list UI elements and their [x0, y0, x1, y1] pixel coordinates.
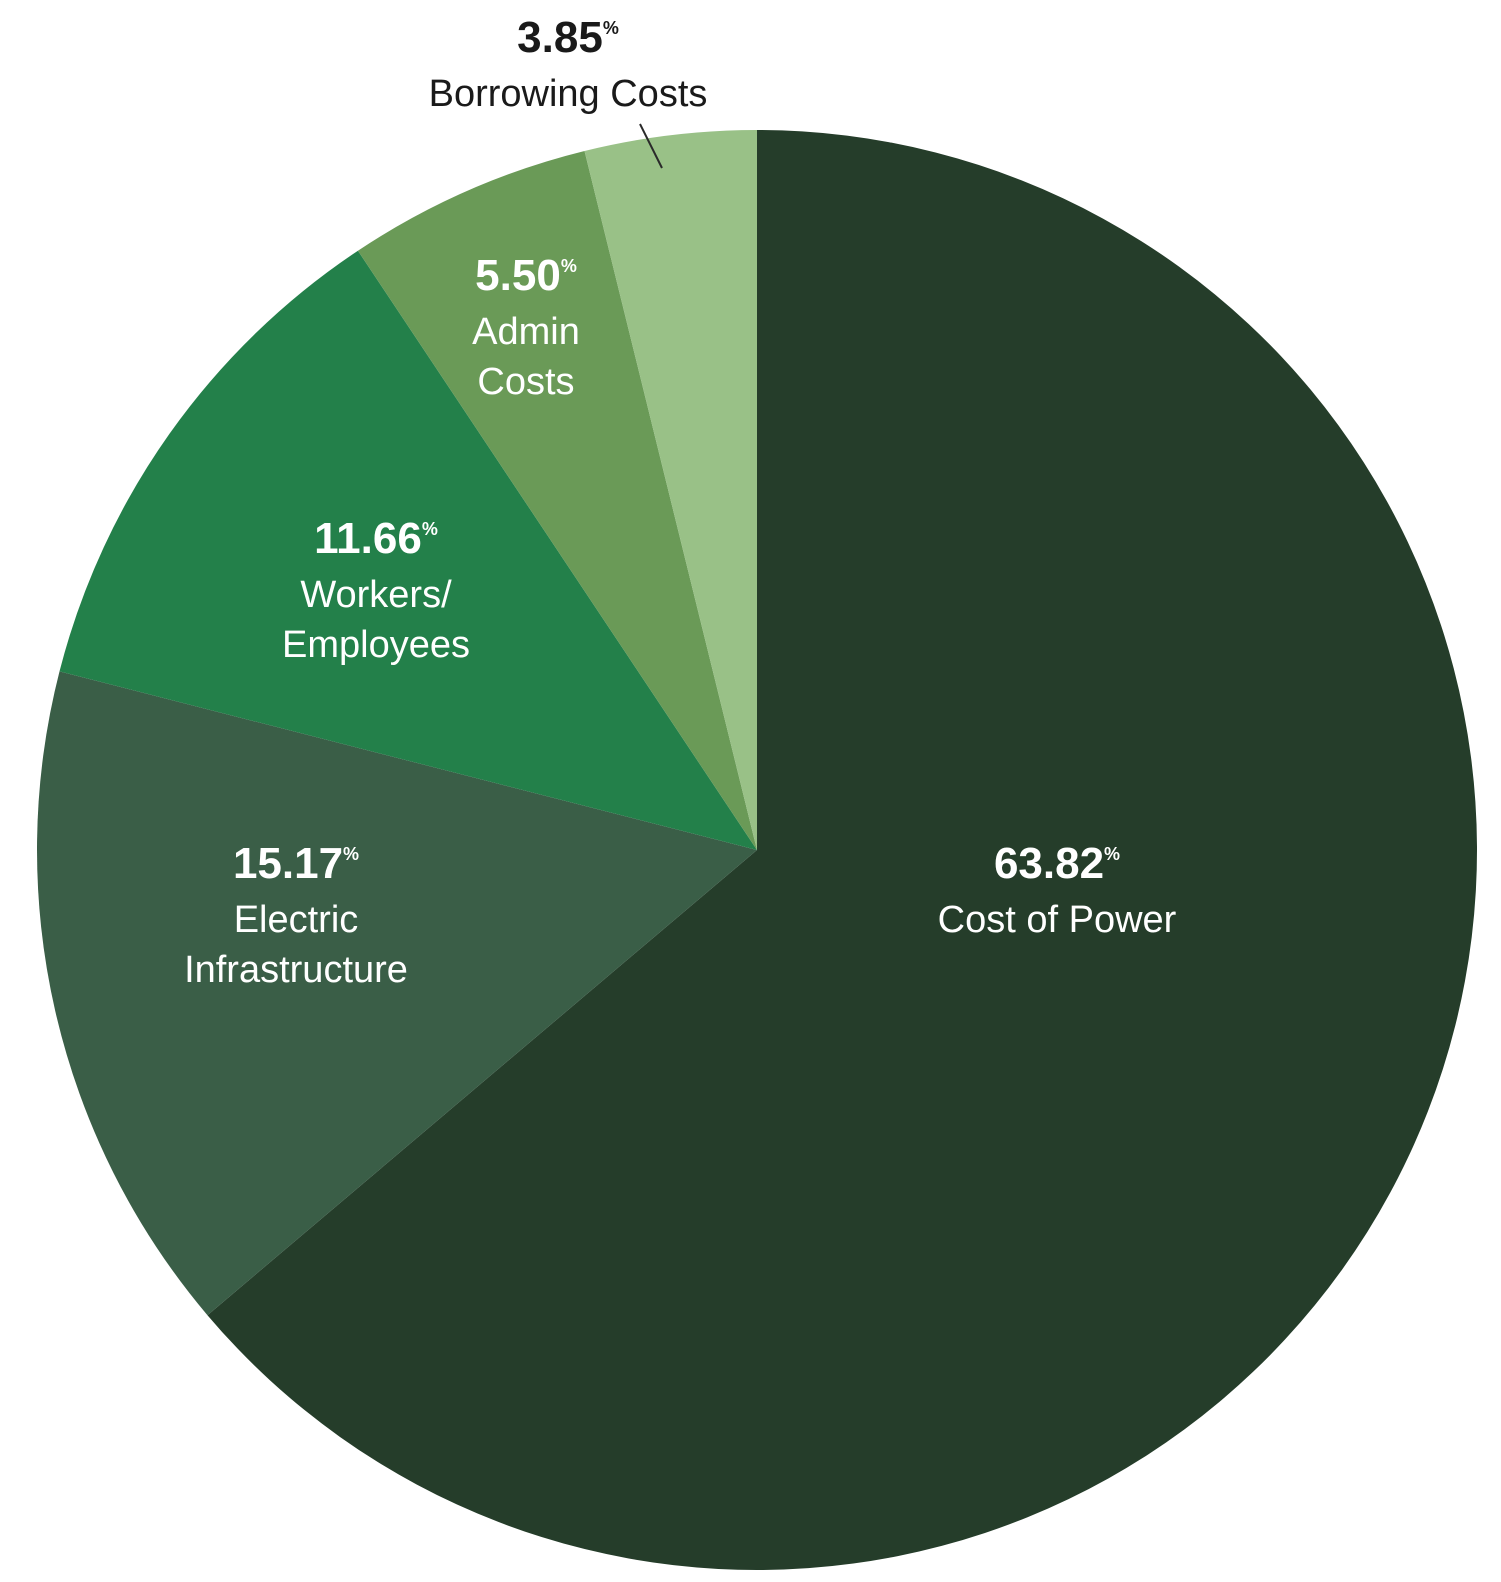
- slice-category-label: Admin: [472, 311, 580, 353]
- slice-value-label: 15.17%: [233, 839, 359, 888]
- leader-line: [639, 123, 663, 169]
- slice-category-label: Cost of Power: [938, 899, 1177, 941]
- pie-slice-3: [59, 250, 757, 850]
- slice-value-label: 63.82%: [994, 839, 1120, 888]
- slice-category-label: Electric: [234, 899, 359, 941]
- slice-category-label: Infrastructure: [184, 949, 408, 991]
- slice-category-label: Costs: [477, 361, 574, 403]
- pie-slice-4: [357, 150, 757, 850]
- slice-category-label: Employees: [282, 624, 470, 666]
- slice-value-label: 11.66%: [314, 514, 438, 563]
- pie-slice-5: [584, 130, 757, 850]
- pie-slice-2: [37, 671, 757, 1316]
- slice-category-label: Borrowing Costs: [429, 73, 708, 115]
- slice-value-label: 3.85%: [517, 13, 619, 62]
- slice-value-label: 5.50%: [475, 251, 577, 300]
- pie-slice-1: [207, 130, 1478, 1570]
- slice-category-label: Workers/: [300, 574, 452, 616]
